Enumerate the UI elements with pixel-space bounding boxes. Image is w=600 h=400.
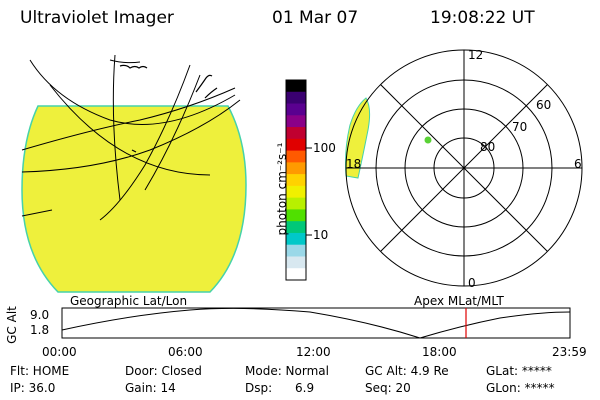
lat-label-70: 70 [512, 120, 528, 134]
date-label: 01 Mar 07 [272, 8, 359, 28]
color-bar-segment [286, 91, 306, 105]
color-bar-segment [286, 103, 306, 116]
time-label: 19:08:22 UT [430, 8, 535, 28]
color-bar-segment [286, 185, 306, 199]
color-bar-segment [286, 232, 306, 246]
instrument-title: Ultraviolet Imager [20, 8, 174, 28]
geographic-label: Geographic Lat/Lon [70, 294, 188, 308]
gain-info: Gain: 14 [125, 381, 176, 395]
lat-label-60: 60 [536, 98, 552, 112]
altitude-ylabel: GC Alt [5, 306, 19, 344]
color-bar-segment [286, 127, 306, 140]
color-bar-segment [286, 256, 306, 269]
color-bar-segment [286, 197, 306, 210]
door-info: Door: Closed [125, 364, 202, 378]
altitude-curve [61, 307, 571, 339]
altitude-ytick: 1.8 [30, 323, 50, 337]
altitude-xtick: 23:59 [552, 345, 587, 359]
altitude-xtick: 06:00 [168, 345, 203, 359]
color-bar-tick-label: 10 [313, 228, 329, 242]
flight-info: Flt: HOME [10, 364, 70, 378]
gc-alt-info: GC Alt: 4.9 Re [365, 364, 449, 378]
color-bar-segment [286, 174, 306, 187]
dsp-info: Dsp: 6.9 [245, 381, 315, 395]
color-bar-segment [286, 221, 306, 234]
glon-info: GLon: ***** [486, 381, 555, 395]
geographic-image [21, 54, 247, 293]
color-bar-unit-label: photon cm⁻²s⁻¹ [275, 142, 289, 236]
altitude-xtick: 12:00 [296, 345, 331, 359]
mlt-label-top: 12 [468, 48, 484, 62]
mlt-label-right: 6 [574, 157, 582, 171]
auroral-spot [424, 136, 432, 144]
color-bar-tick-label: 100 [313, 141, 336, 155]
seq-info: Seq: 20 [365, 381, 411, 395]
color-bar-frame [285, 79, 307, 281]
glat-info: GLat: ***** [486, 364, 552, 378]
ip-info: IP: 36.0 [10, 381, 56, 395]
color-bar-segment [286, 138, 306, 152]
map-grid-lines [21, 54, 241, 221]
color-bar-segment [286, 80, 306, 93]
color-bar-segment [286, 268, 306, 281]
polar-plot [345, 49, 583, 287]
altitude-plot-frame [61, 307, 571, 339]
mode-info: Mode: Normal [245, 364, 329, 378]
altitude-xtick: 00:00 [42, 345, 77, 359]
color-bar-segment [286, 115, 306, 128]
coastline [119, 64, 218, 153]
lat-label-80: 80 [480, 140, 496, 154]
mlt-label-left: 18 [346, 157, 362, 171]
altitude-xtick: 18:00 [422, 345, 457, 359]
auroral-patch [345, 97, 371, 179]
color-bar-segment [286, 244, 306, 257]
mlt-label-bottom: 0 [468, 276, 476, 290]
color-bar [286, 80, 306, 281]
color-bar-segment [286, 162, 306, 175]
color-bar-segment [286, 150, 306, 163]
apex-label: Apex MLat/MLT [414, 294, 504, 308]
color-bar-segment [286, 209, 306, 222]
auroral-coverage-region [21, 105, 247, 293]
altitude-ytick: 9.0 [30, 308, 50, 322]
